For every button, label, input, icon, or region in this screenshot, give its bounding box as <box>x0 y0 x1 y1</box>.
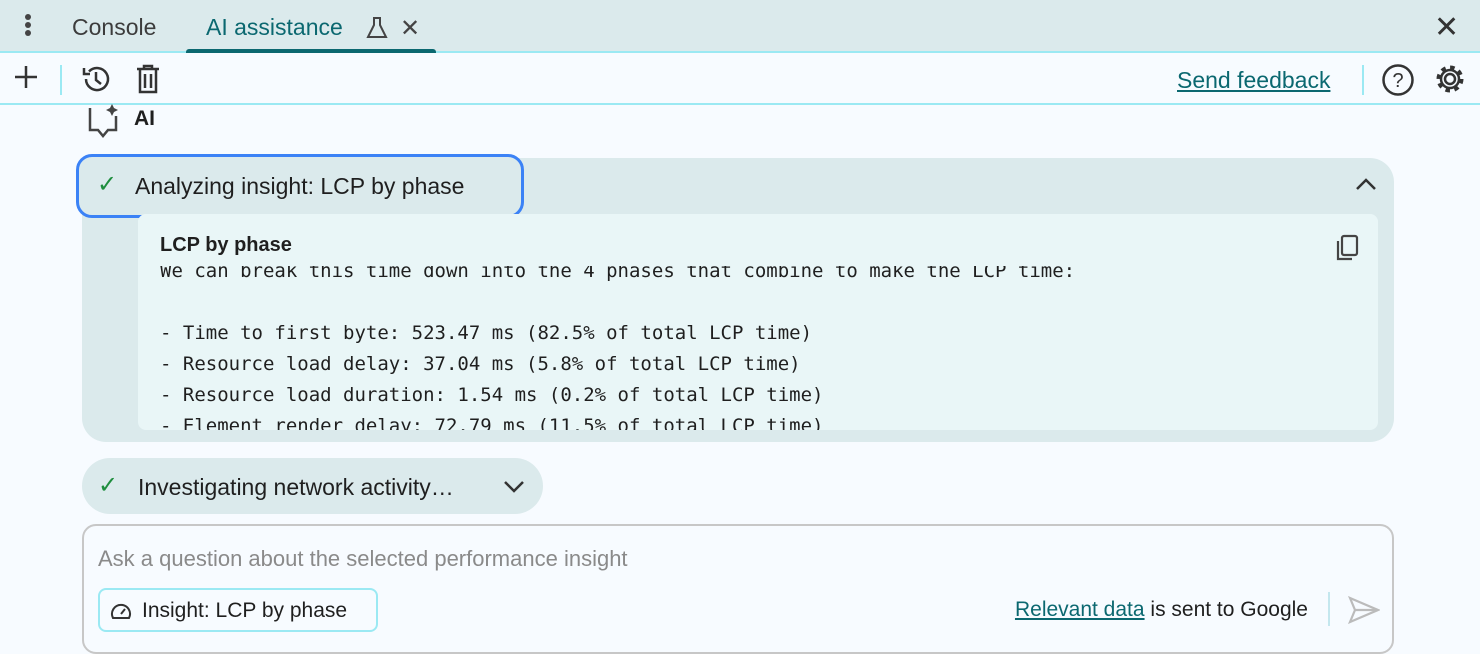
more-options-icon[interactable] <box>18 12 38 42</box>
code-line: - Resource load duration: 1.54 ms (0.2% … <box>160 384 824 406</box>
send-feedback-link[interactable]: Send feedback <box>1177 67 1331 93</box>
step-title: Investigating network activity… <box>138 474 454 500</box>
active-tab-indicator <box>186 49 436 53</box>
code-line <box>160 287 1075 318</box>
message-author: AI <box>134 107 155 130</box>
trash-icon[interactable] <box>134 63 162 95</box>
chevron-down-icon[interactable] <box>502 479 526 495</box>
history-icon[interactable] <box>80 63 112 95</box>
content-header <box>138 214 1378 266</box>
divider <box>1328 592 1330 626</box>
send-icon[interactable] <box>1348 596 1380 624</box>
chip-label: Insight: LCP by phase <box>142 599 348 622</box>
chat-input[interactable]: Ask a question about the selected perfor… <box>98 546 628 571</box>
data-disclaimer: Relevant data is sent to Google <box>1015 598 1308 622</box>
insight-context-chip[interactable]: Insight: LCP by phase <box>98 588 378 632</box>
copy-icon[interactable] <box>1334 234 1360 262</box>
svg-text:?: ? <box>1392 70 1403 92</box>
step-header[interactable]: ✓ Analyzing insight: LCP by phase <box>76 154 524 218</box>
step-investigating-network[interactable]: ✓ Investigating network activity… <box>82 458 543 514</box>
chevron-up-icon[interactable] <box>1354 176 1378 192</box>
flask-icon <box>366 17 388 38</box>
check-icon: ✓ <box>97 171 118 198</box>
help-icon[interactable]: ? <box>1381 63 1415 97</box>
step-content: We can break this time down into the 4 p… <box>138 214 1378 430</box>
step-code: We can break this time down into the 4 p… <box>160 266 1075 430</box>
toolbar: Send feedback ? <box>0 55 1480 105</box>
code-line: - Element render delay: 72.79 ms (11.5% … <box>160 415 824 430</box>
relevant-data-link[interactable]: Relevant data <box>1014 598 1145 621</box>
code-line: - Resource load delay: 37.04 ms (5.8% of… <box>160 353 801 375</box>
close-tab-icon[interactable]: ✕ <box>400 15 421 42</box>
disclaimer-text: is sent to Google <box>1144 598 1308 621</box>
check-icon: ✓ <box>98 472 119 499</box>
gauge-icon <box>111 603 131 619</box>
content-title: LCP by phase <box>160 234 292 256</box>
close-panel-icon[interactable]: ✕ <box>1434 11 1460 44</box>
step-analyzing-insight: ✓ Analyzing insight: LCP by phase We can… <box>76 154 1394 442</box>
divider <box>60 65 62 95</box>
code-line: - Time to first byte: 523.47 ms (82.5% o… <box>160 322 813 344</box>
tab-bar: Console AI assistance ✕ ✕ <box>0 0 1480 53</box>
step-title: Analyzing insight: LCP by phase <box>135 173 465 199</box>
tab-console[interactable]: Console <box>72 14 157 40</box>
tab-ai-assistance[interactable]: AI assistance <box>206 14 343 40</box>
divider <box>1362 65 1364 95</box>
ai-spark-icon <box>88 104 118 138</box>
chat-input-box: Ask a question about the selected perfor… <box>82 524 1394 654</box>
plus-icon[interactable] <box>12 63 40 91</box>
code-line: We can break this time down into the 4 p… <box>160 266 1076 282</box>
code-scroll-area[interactable]: We can break this time down into the 4 p… <box>138 266 1378 430</box>
gear-icon[interactable] <box>1434 63 1466 95</box>
